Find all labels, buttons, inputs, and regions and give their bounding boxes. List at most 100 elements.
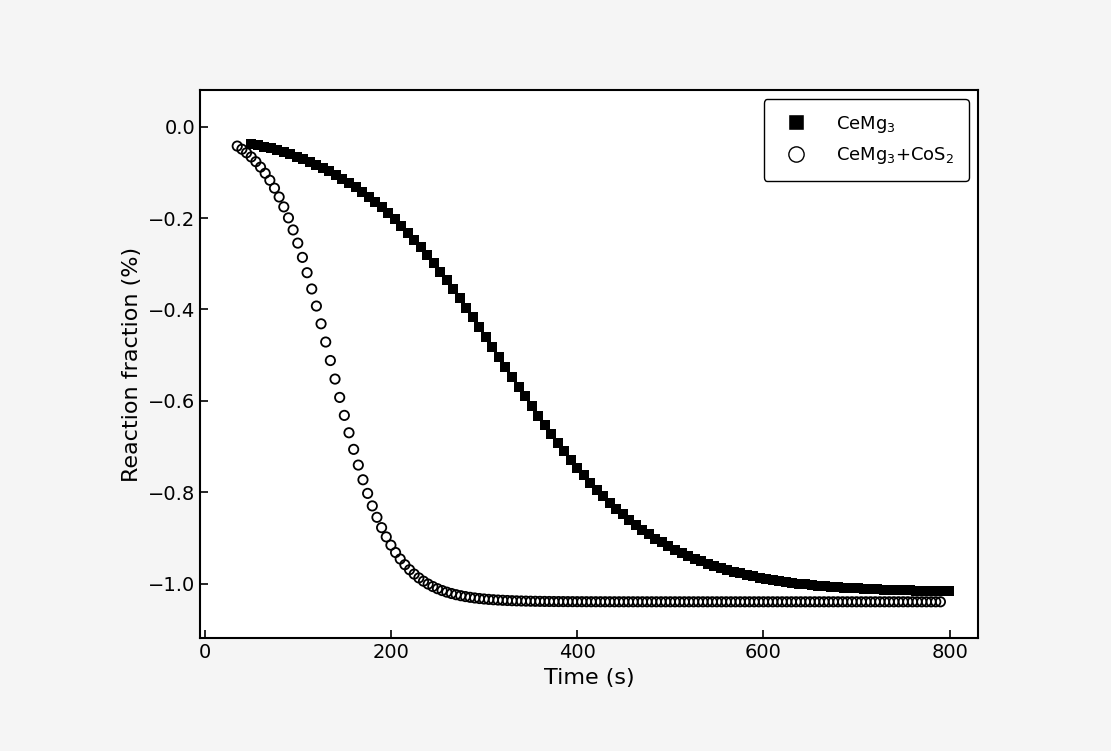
Point <box>536 596 553 608</box>
Point <box>805 596 823 608</box>
Point <box>738 569 755 581</box>
Point <box>382 539 400 551</box>
Point <box>614 596 632 608</box>
Point <box>550 596 568 608</box>
Point <box>820 596 838 608</box>
Point <box>372 201 390 213</box>
Point <box>457 590 474 602</box>
Point <box>540 596 558 608</box>
X-axis label: Time (s): Time (s) <box>543 668 634 688</box>
Point <box>431 266 449 278</box>
Point <box>448 589 466 601</box>
Point <box>675 596 693 608</box>
Point <box>489 594 507 606</box>
Point <box>722 596 740 608</box>
Point <box>778 596 795 608</box>
Point <box>527 596 544 608</box>
Point <box>754 596 772 608</box>
Point <box>401 564 419 576</box>
Point <box>918 596 935 608</box>
Point <box>718 564 735 576</box>
Point <box>477 331 494 343</box>
Point <box>852 596 870 608</box>
Point <box>940 585 958 597</box>
Point <box>614 508 632 520</box>
Point <box>648 596 665 608</box>
Point <box>517 595 534 607</box>
Point <box>901 584 919 596</box>
Point <box>699 558 717 570</box>
Point <box>257 167 274 179</box>
Point <box>694 596 712 608</box>
Point <box>354 474 372 486</box>
Point <box>880 596 898 608</box>
Point <box>517 391 534 403</box>
Point <box>899 596 917 608</box>
Point <box>927 585 944 597</box>
Point <box>839 596 857 608</box>
Point <box>340 427 358 439</box>
Point <box>554 596 572 608</box>
Point <box>817 580 834 592</box>
Point <box>321 165 339 177</box>
Point <box>610 596 628 608</box>
Point <box>308 300 326 312</box>
Point <box>718 596 735 608</box>
Point <box>340 176 358 189</box>
Point <box>705 560 723 572</box>
Point <box>927 596 944 608</box>
Point <box>727 596 744 608</box>
Point <box>605 596 623 608</box>
Point <box>835 581 853 593</box>
Point <box>503 371 521 383</box>
Point <box>769 596 787 608</box>
Point <box>735 596 753 608</box>
Point <box>569 462 587 474</box>
Point <box>368 511 386 523</box>
Point <box>758 573 775 585</box>
Point <box>888 584 905 596</box>
Point <box>378 531 396 543</box>
Point <box>480 593 498 605</box>
Point <box>640 528 658 540</box>
Point <box>424 581 442 593</box>
Point <box>399 227 417 239</box>
Point <box>458 302 476 314</box>
Point <box>294 153 312 165</box>
Point <box>503 595 521 607</box>
Point <box>744 570 762 582</box>
Point <box>829 596 847 608</box>
Point <box>327 373 344 385</box>
Point <box>274 146 292 158</box>
Point <box>522 400 540 412</box>
Point <box>360 191 378 203</box>
Point <box>783 577 801 589</box>
Point <box>406 234 423 246</box>
Point <box>824 596 842 608</box>
Point <box>712 562 730 574</box>
Point <box>308 158 326 170</box>
Point <box>629 596 647 608</box>
Point <box>627 519 644 531</box>
Point <box>249 139 267 151</box>
Point <box>680 596 698 608</box>
Point <box>387 547 404 559</box>
Point <box>424 258 442 270</box>
Point <box>849 582 867 594</box>
Point <box>288 151 306 163</box>
Point <box>875 596 893 608</box>
Point <box>731 596 749 608</box>
Point <box>810 580 828 592</box>
Point <box>466 592 483 604</box>
Point <box>419 578 437 590</box>
Point <box>620 596 638 608</box>
Point <box>594 490 612 502</box>
Point <box>881 584 899 596</box>
Point <box>314 161 332 173</box>
Point <box>894 584 912 596</box>
Point <box>452 590 470 602</box>
Point <box>433 584 451 596</box>
Point <box>396 559 413 571</box>
Point <box>497 360 514 372</box>
Point <box>542 428 560 440</box>
